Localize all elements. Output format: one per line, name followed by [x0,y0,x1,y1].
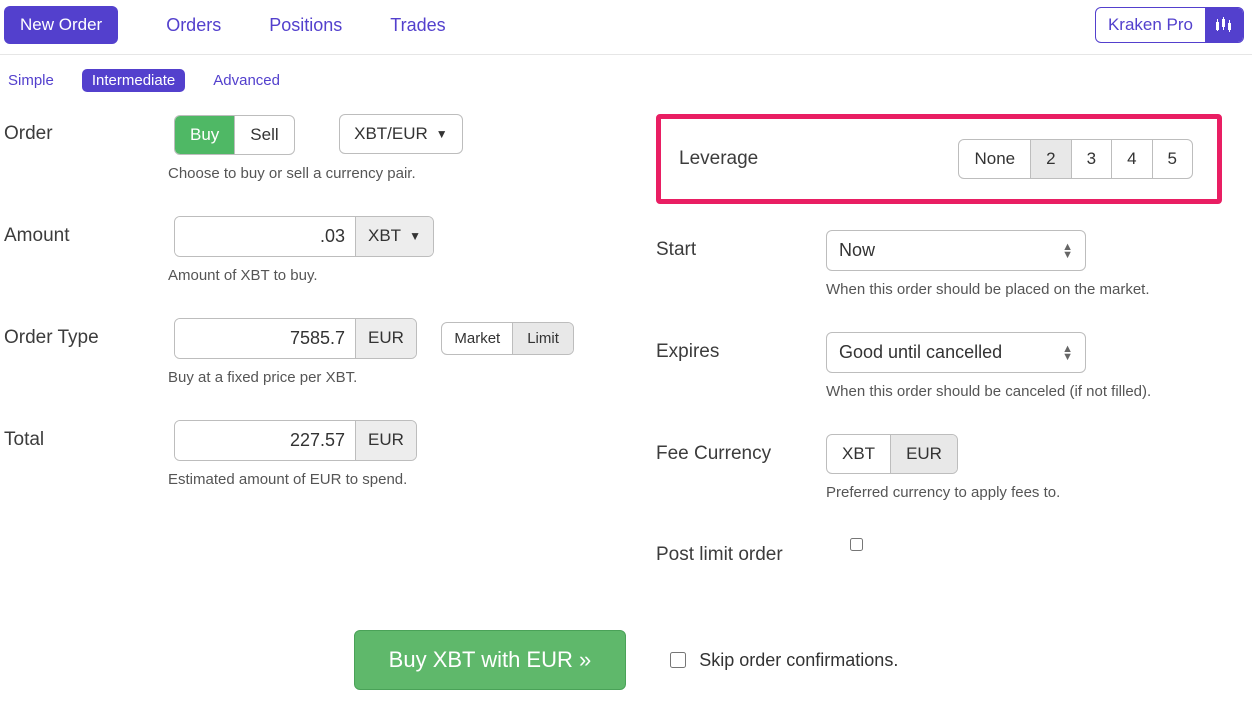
nav-orders[interactable]: Orders [166,15,221,36]
expires-hint: When this order should be canceled (if n… [826,383,1222,400]
buy-button[interactable]: Buy [175,116,234,154]
market-limit-toggle: Market Limit [441,322,574,355]
tab-advanced[interactable]: Advanced [213,72,280,89]
leverage-option-5[interactable]: 5 [1152,140,1192,178]
leverage-label: Leverage [679,148,758,170]
post-only-label: Post limit order [656,535,846,566]
leverage-option-none[interactable]: None [959,140,1030,178]
post-only-checkbox[interactable] [850,538,863,551]
amount-unit-select[interactable]: XBT ▼ [355,217,433,256]
total-unit: EUR [355,421,416,460]
order-hint: Choose to buy or sell a currency pair. [168,165,610,182]
order-type-hint: Buy at a fixed price per XBT. [168,369,610,386]
leverage-highlight: Leverage None2345 [656,114,1222,204]
nav-positions[interactable]: Positions [269,15,342,36]
skip-confirm-label: Skip order confirmations. [699,650,898,671]
amount-input[interactable] [175,217,355,256]
fee-hint: Preferred currency to apply fees to. [826,484,1222,501]
limit-button[interactable]: Limit [512,323,573,354]
total-hint: Estimated amount of EUR to spend. [168,471,610,488]
leverage-option-3[interactable]: 3 [1071,140,1111,178]
tab-simple[interactable]: Simple [8,72,54,89]
expires-select[interactable]: Good until cancelled ▲▼ [826,332,1086,373]
leverage-toggle: None2345 [958,139,1193,179]
buy-sell-toggle: Buy Sell [174,115,295,155]
pair-select[interactable]: XBT/EUR ▼ [339,114,463,154]
expires-value: Good until cancelled [839,342,1002,363]
kraken-pro-button[interactable]: Kraken Pro [1095,7,1244,43]
skip-confirm-checkbox[interactable] [670,652,686,668]
tab-intermediate[interactable]: Intermediate [82,69,185,92]
total-input[interactable] [175,421,355,460]
market-button[interactable]: Market [442,323,512,354]
pair-value: XBT/EUR [354,124,428,144]
leverage-option-2[interactable]: 2 [1030,140,1070,178]
caret-down-icon: ▼ [436,127,448,141]
price-input[interactable] [175,319,355,358]
order-label: Order [4,114,174,145]
amount-label: Amount [4,216,174,247]
skip-confirm-container: Skip order confirmations. [666,649,898,671]
candlestick-chart-icon [1205,8,1243,42]
nav-trades[interactable]: Trades [390,15,445,36]
fee-xbt-button[interactable]: XBT [827,435,890,473]
start-hint: When this order should be placed on the … [826,281,1222,298]
start-value: Now [839,240,875,261]
expires-label: Expires [656,332,826,363]
submit-order-button[interactable]: Buy XBT with EUR » [354,630,627,690]
kraken-pro-label: Kraken Pro [1096,8,1205,42]
price-unit: EUR [355,319,416,358]
amount-hint: Amount of XBT to buy. [168,267,610,284]
amount-unit: XBT [368,226,401,246]
new-order-button[interactable]: New Order [4,6,118,44]
fee-eur-button[interactable]: EUR [890,435,957,473]
updown-icon: ▲▼ [1062,243,1073,259]
caret-down-icon: ▼ [409,229,421,243]
start-select[interactable]: Now ▲▼ [826,230,1086,271]
fee-currency-toggle: XBT EUR [826,434,958,474]
updown-icon: ▲▼ [1062,345,1073,361]
sell-button[interactable]: Sell [234,116,293,154]
leverage-option-4[interactable]: 4 [1111,140,1151,178]
fee-currency-label: Fee Currency [656,434,826,465]
order-type-label: Order Type [4,318,174,349]
total-label: Total [4,420,174,451]
start-label: Start [656,230,826,261]
